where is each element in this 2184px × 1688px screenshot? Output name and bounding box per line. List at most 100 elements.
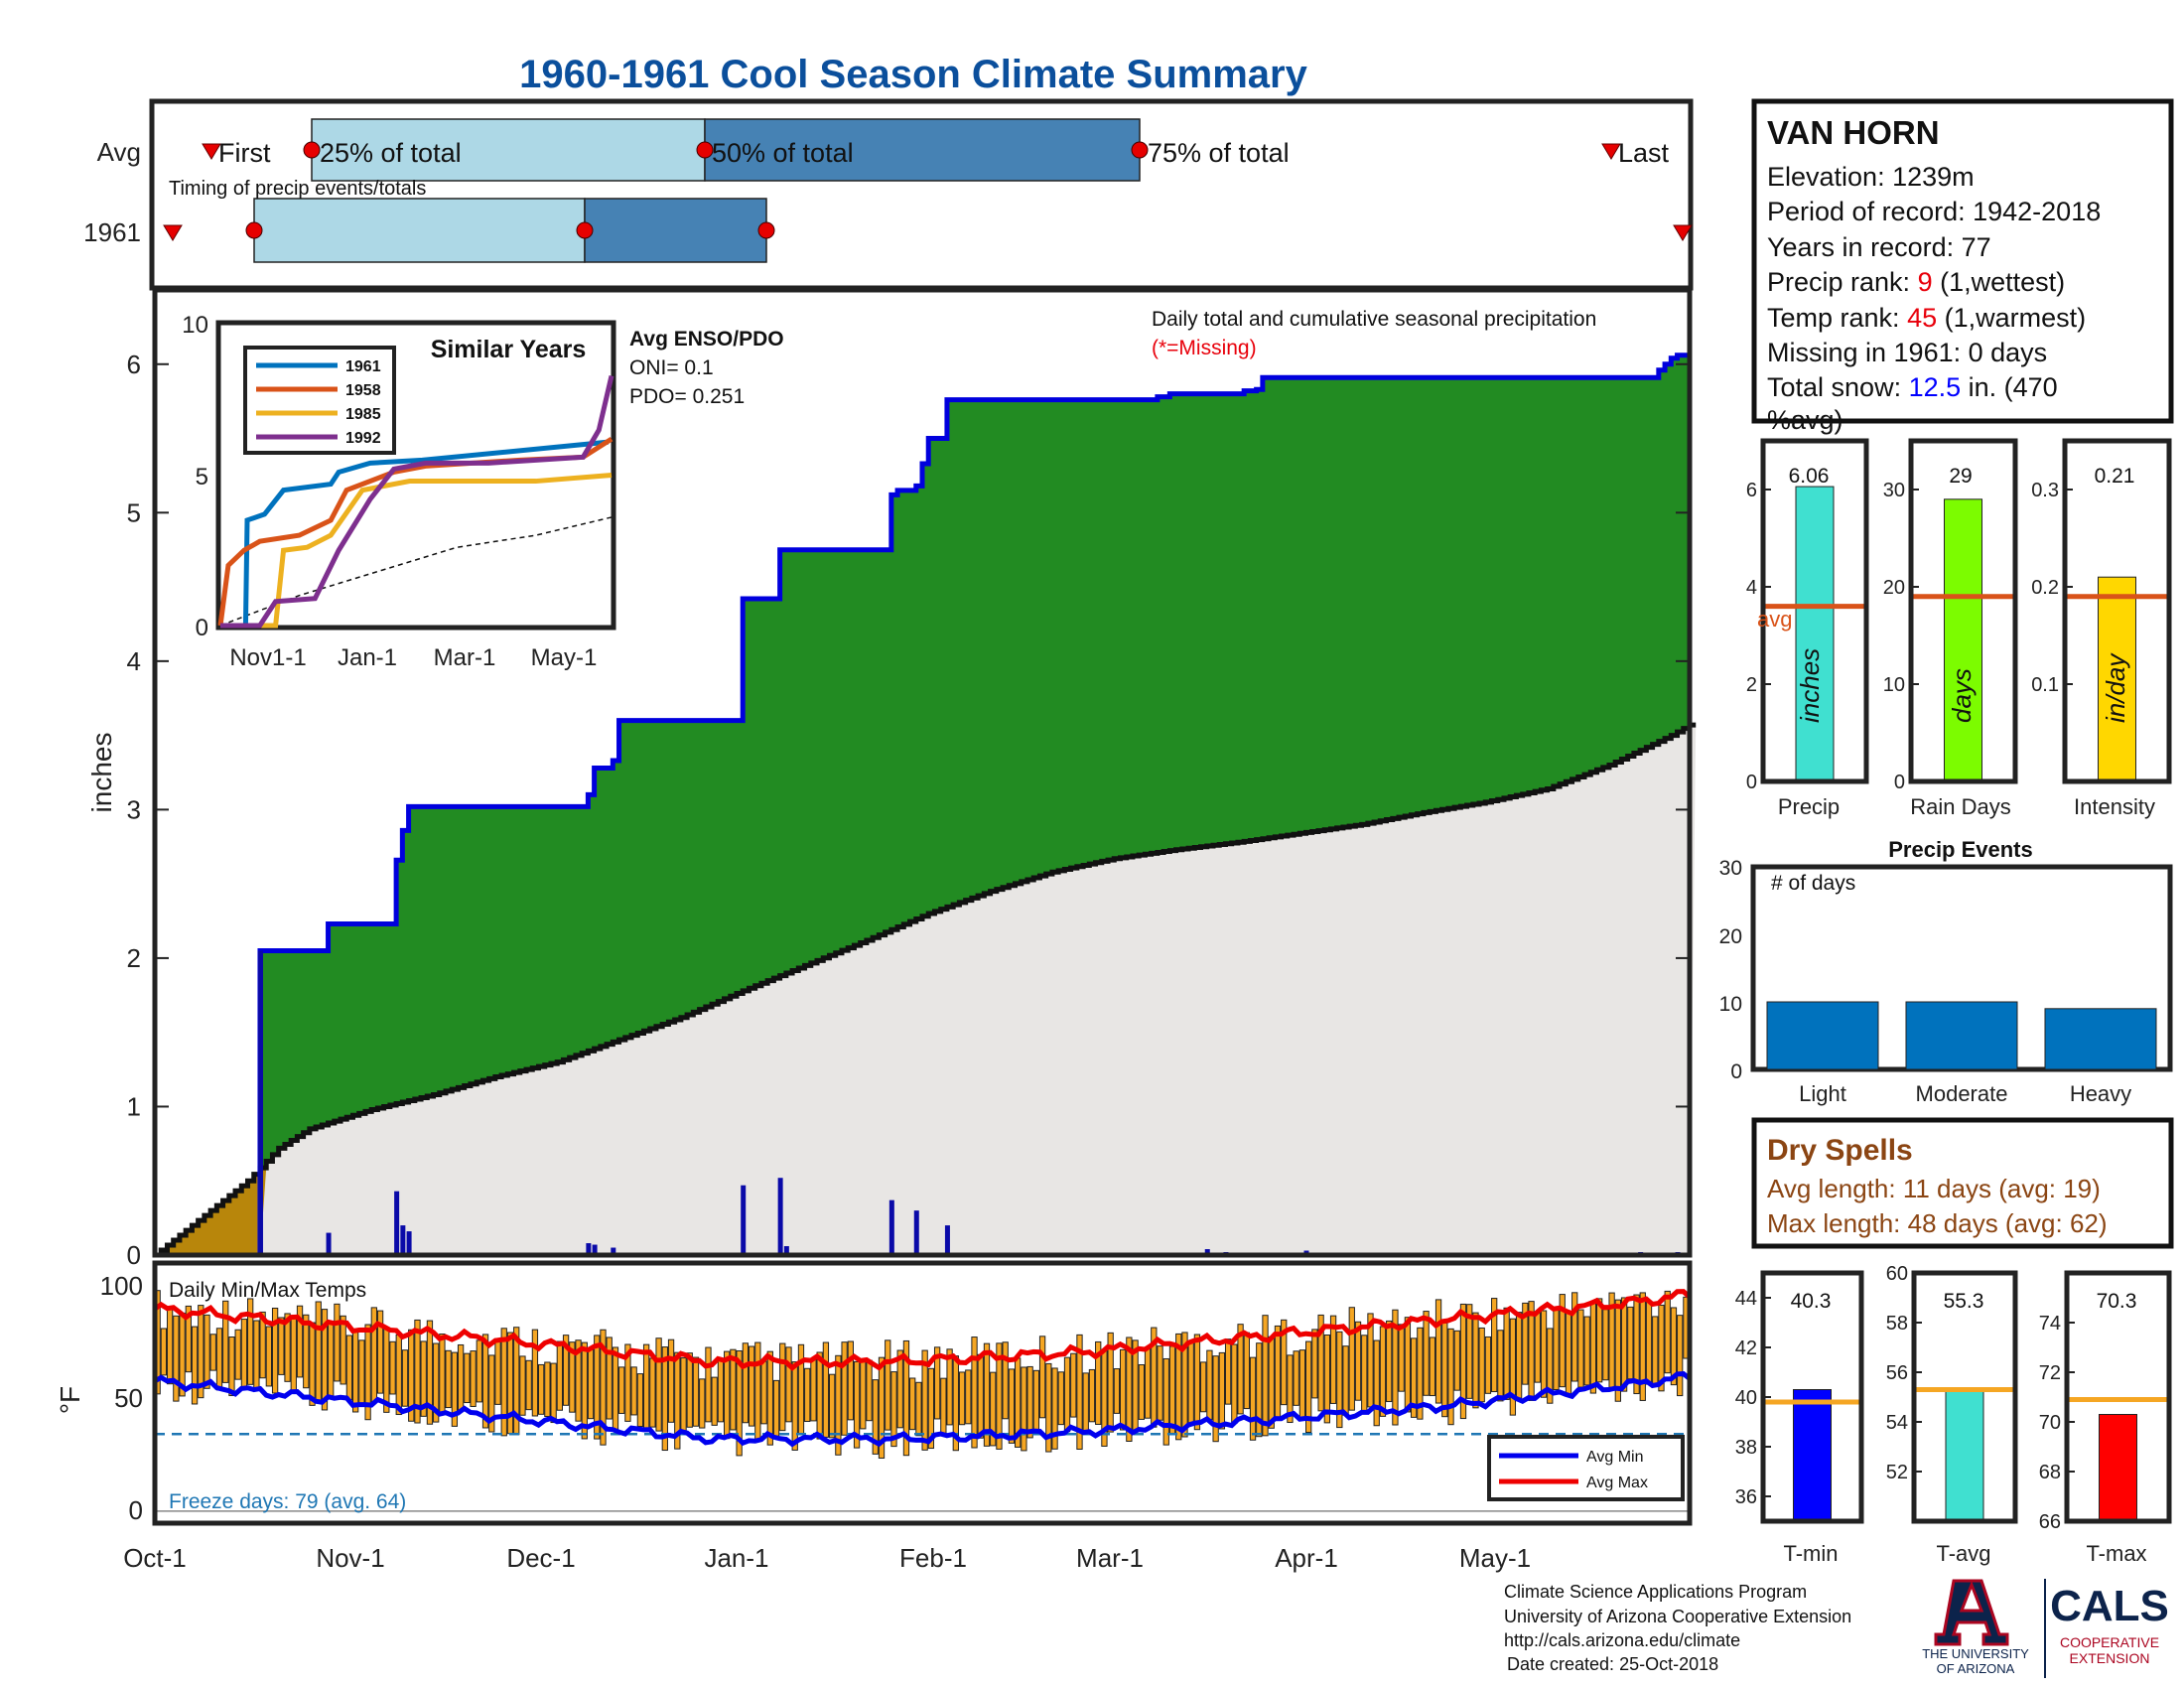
- temp-day-bar-101: [779, 1342, 786, 1432]
- temp-day-bar-81: [655, 1337, 662, 1432]
- temp-day-bar-72: [600, 1329, 607, 1446]
- temp-day-bar-184: [1293, 1350, 1299, 1406]
- chart-title: 1960-1961 Cool Season Climate Summary: [519, 53, 1307, 96]
- temp-day-bar-99: [766, 1350, 773, 1446]
- temp-day-bar-211: [1459, 1303, 1467, 1420]
- temp-day-bar-3: [173, 1315, 180, 1402]
- temp-day-bar-155: [1113, 1368, 1121, 1414]
- tmin-panel-tick-label-40: 40: [1735, 1387, 1757, 1409]
- footer-line-1: Climate Science Applications Program: [1504, 1582, 1807, 1602]
- temp-day-bar-10: [215, 1328, 223, 1391]
- tmin-panel-tick-label-38: 38: [1735, 1437, 1757, 1459]
- precip-y-label: inches: [86, 733, 117, 813]
- temp-day-bar-46: [439, 1334, 446, 1414]
- temp-day-bar-24: [303, 1314, 310, 1389]
- tmax-panel-tick-label-74: 74: [2039, 1313, 2061, 1335]
- daily-precip-bar-1: [326, 1232, 332, 1255]
- coop-text-1: COOPERATIVE: [2060, 1634, 2159, 1650]
- temp-day-bar-97: [754, 1341, 761, 1440]
- temp-day-bar-181: [1274, 1325, 1282, 1419]
- footer-line-4: Date created: 25-Oct-2018: [1507, 1654, 1718, 1674]
- temp-day-bar-51: [470, 1350, 477, 1407]
- temp-day-bar-130: [958, 1371, 966, 1426]
- similar-years-inset: Similar Years 0 5 10 Nov1-1 Jan-1 Mar-1 …: [182, 312, 616, 671]
- tmin-panel-tick-label-44: 44: [1735, 1288, 1757, 1310]
- temp-day-bar-219: [1509, 1318, 1517, 1416]
- temp-day-bar-150: [1082, 1372, 1089, 1434]
- temp-day-bar-200: [1392, 1309, 1399, 1426]
- precip-panel-label: Precip: [1778, 794, 1840, 819]
- month-axis: Oct-1 Nov-1 Dec-1 Jan-1 Feb-1 Mar-1 Apr-…: [123, 1543, 1531, 1573]
- dry-spells-title: Dry Spells: [1767, 1134, 1913, 1167]
- temp-day-bar-214: [1478, 1327, 1485, 1403]
- temp-day-bar-98: [760, 1360, 767, 1425]
- tavg-value-label: 55.3: [1944, 1290, 1984, 1313]
- raindays-panel-tick-label-0: 0: [1894, 772, 1905, 793]
- precip-panel-frame: [1760, 438, 1869, 784]
- temp-day-bar-88: [699, 1378, 706, 1429]
- temp-ytick-50: 50: [114, 1383, 143, 1413]
- temp-day-bar-175: [1237, 1324, 1244, 1415]
- avg-50-75-bar: [704, 118, 1141, 182]
- daily-precip-bar-6: [592, 1244, 598, 1255]
- tmax-panel-tick-label-72: 72: [2039, 1362, 2061, 1384]
- precip-rank-value: 9: [1918, 267, 1933, 297]
- temp-day-bar-152: [1095, 1340, 1102, 1425]
- month-label-nov: Nov-1: [316, 1543, 384, 1573]
- precip-chart: 0 1 2 3 4 5 6 inches Daily total and cumulativ…: [86, 287, 1697, 1270]
- temp-day-bar-123: [915, 1381, 922, 1437]
- university-of-arizona-logo: THE UNIVERSITY OF ARIZONA: [1922, 1579, 2029, 1676]
- timing-caption: Timing of precip events/totals: [169, 178, 426, 200]
- temp-day-bar-220: [1515, 1312, 1523, 1399]
- temp-day-bar-243: [1658, 1304, 1665, 1392]
- precip-ytick-label-3: 3: [127, 794, 141, 824]
- avg-q25-marker: [303, 141, 321, 159]
- dry-spells-max: Max length: 48 days (avg: 62): [1767, 1208, 2108, 1238]
- pdo-value: PDO= 0.251: [629, 385, 745, 408]
- temp-day-bar-170: [1206, 1349, 1213, 1420]
- temp-day-bar-25: [309, 1322, 316, 1406]
- snow-value: 12.5: [1909, 372, 1962, 402]
- temp-day-bar-143: [1038, 1336, 1046, 1419]
- temp-day-bar-82: [661, 1346, 668, 1452]
- events-cat-heavy: Heavy: [2070, 1081, 2131, 1106]
- inset-line-1992: [220, 374, 614, 629]
- precip-plot-frame: [152, 287, 1693, 1258]
- temp-day-bar-199: [1386, 1320, 1393, 1403]
- temp-y-label: °F: [55, 1386, 85, 1414]
- temp-day-bar-87: [692, 1356, 700, 1427]
- station-snow: Total snow: 12.5 in. (470: [1767, 372, 2058, 402]
- temp-day-bar-69: [581, 1341, 588, 1440]
- temp-day-bar-45: [433, 1342, 440, 1423]
- station-frame: [1751, 98, 2174, 424]
- temp-day-bar-73: [606, 1336, 613, 1420]
- temp-day-bar-223: [1534, 1311, 1541, 1383]
- station-name: VAN HORN: [1767, 114, 1940, 151]
- temp-day-bar-5: [185, 1305, 192, 1373]
- tavg-panel-tick-label-54: 54: [1886, 1412, 1908, 1434]
- temp-day-bar-18: [265, 1326, 273, 1387]
- temp-day-bar-164: [1168, 1345, 1176, 1436]
- temp-day-bar-26: [315, 1301, 322, 1402]
- raindays-panel-tick-label-10: 10: [1883, 674, 1905, 696]
- temp-day-bar-239: [1633, 1294, 1640, 1395]
- tavg-panel-bar: [1945, 1389, 1984, 1522]
- precip-ytick-label-2: 2: [127, 943, 141, 973]
- events-bar-light: [1766, 1001, 1879, 1070]
- daily-precip-bar-0: [257, 950, 263, 1255]
- temp-day-bar-11: [222, 1300, 229, 1383]
- temp-day-bar-208: [1441, 1322, 1448, 1418]
- temp-day-bar-21: [284, 1313, 291, 1382]
- intensity-panel-frame: [2062, 438, 2172, 784]
- tmin-panel-label: T-min: [1784, 1541, 1839, 1566]
- temp-day-bar-116: [872, 1379, 879, 1455]
- temp-day-bar-8: [204, 1314, 210, 1389]
- temp-avg-lines: [153, 1289, 1692, 1512]
- inset-xtick-may: May-1: [531, 644, 598, 671]
- month-label-jan: Jan-1: [704, 1543, 768, 1573]
- enso-title: Avg ENSO/PDO: [629, 328, 784, 351]
- dry-spells-frame: [1751, 1117, 2174, 1249]
- temp-day-bar-205: [1423, 1311, 1430, 1396]
- temp-day-bar-125: [927, 1367, 935, 1450]
- missing-note: (*=Missing): [1152, 337, 1257, 359]
